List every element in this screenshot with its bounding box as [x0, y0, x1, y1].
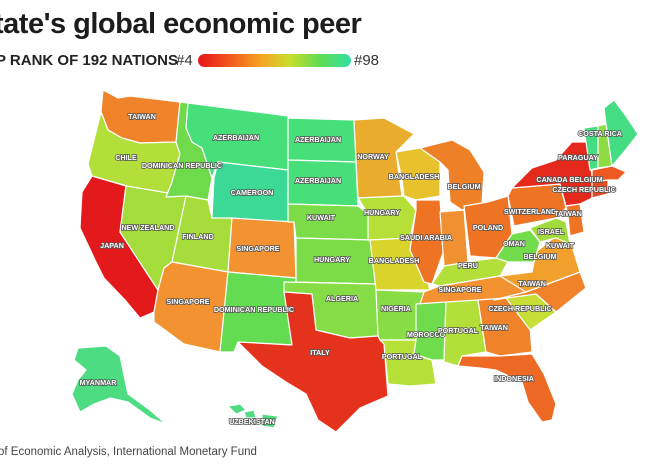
- label-WY: CAMEROON: [231, 188, 274, 197]
- label-HI: UZBEKISTAN: [229, 417, 275, 426]
- state-NJ[interactable]: [565, 203, 585, 237]
- label-MD: KUWAIT: [546, 241, 575, 250]
- label-ID: DOMINICAN REPUBLIC: [142, 161, 222, 170]
- label-NJ: ISRAEL: [538, 227, 565, 236]
- label-ND: AZERBAIJAN: [295, 135, 341, 144]
- label-MI: BELGIUM: [447, 182, 480, 191]
- label-IN: POLAND: [473, 223, 503, 232]
- label-OH: SWITZERLAND: [504, 207, 556, 216]
- label-MS: MOROCCO: [407, 330, 446, 339]
- label-IL: SAUDI ARABIA: [400, 233, 452, 242]
- label-TN: SINGAPORE: [438, 285, 481, 294]
- legend-min-label: #4: [176, 52, 193, 69]
- state-AK[interactable]: [71, 345, 167, 425]
- label-ME: COSTA RICA: [578, 129, 622, 138]
- label-VT: PARAGUAY: [558, 153, 598, 162]
- label-OR: CHILE: [115, 153, 137, 162]
- label-MT: AZERBAIJAN: [213, 133, 259, 142]
- label-UT: FINLAND: [182, 232, 214, 241]
- label-NC: TAIWAN: [518, 279, 546, 288]
- label-TX: ITALY: [310, 348, 330, 357]
- state-ME[interactable]: [603, 99, 639, 167]
- label-KY: PERU: [458, 261, 478, 270]
- state-HI-2[interactable]: [243, 409, 257, 419]
- label-SC: CZECH REPUBLIC: [488, 304, 552, 313]
- label-IA: HUNGARY: [364, 208, 400, 217]
- label-MN: NORWAY: [357, 152, 389, 161]
- label-SD: AZERBAIJAN: [295, 176, 341, 185]
- label-AL: PORTUGAL: [438, 326, 479, 335]
- state-labels: TAIWAN CHILE JAPAN NEW ZEALAND DOMINICAN…: [79, 111, 623, 427]
- label-WA: TAIWAN: [128, 112, 156, 121]
- label-KS: HUNGARY: [314, 255, 350, 264]
- label-CA: JAPAN: [100, 241, 124, 250]
- label-VA: BELGIUM: [523, 252, 556, 261]
- label-NV: NEW ZEALAND: [121, 223, 174, 232]
- label-AK: MYANMAR: [80, 378, 118, 387]
- state-FL[interactable]: [457, 353, 557, 423]
- state-MD[interactable]: [529, 217, 571, 245]
- legend-label: P RANK OF 192 NATIONS: [0, 52, 178, 69]
- state-IL[interactable]: [409, 199, 445, 285]
- legend-max-label: #98: [354, 52, 380, 69]
- label-GA: TAIWAN: [480, 323, 508, 332]
- label-AR: NIGERIA: [381, 304, 411, 313]
- label-PA: TAIWAN: [554, 209, 582, 218]
- state-NE[interactable]: [287, 203, 373, 241]
- label-CO: SINGAPORE: [236, 244, 279, 253]
- label-NY: CANADA: [536, 175, 567, 184]
- legend: P RANK OF 192 NATIONS #4 #98: [0, 51, 400, 71]
- state-HI-1[interactable]: [227, 403, 247, 415]
- label-CT: CZECH REPUBLIC: [552, 185, 616, 194]
- label-WI: BANGLADESH: [389, 172, 440, 181]
- source-note: of Economic Analysis, International Mone…: [0, 446, 257, 458]
- label-NM: DOMINICAN REPUBLIC: [214, 305, 294, 314]
- label-OK: ALGERIA: [326, 294, 358, 303]
- label-MO: BANGLADESH: [369, 256, 420, 265]
- label-WV: OMAN: [503, 239, 525, 248]
- label-AZ: SINGAPORE: [166, 297, 209, 306]
- state-HI-3[interactable]: [261, 413, 279, 429]
- label-LA: PORTUGAL: [382, 352, 423, 361]
- label-FL: INDONESIA: [494, 374, 534, 383]
- label-MA: BELGIUM: [569, 175, 602, 184]
- map-title: tate's global economic peer: [0, 8, 362, 40]
- label-NE: KUWAIT: [307, 213, 336, 222]
- state-TX[interactable]: [237, 291, 389, 433]
- legend-gradient-bar: [198, 54, 351, 67]
